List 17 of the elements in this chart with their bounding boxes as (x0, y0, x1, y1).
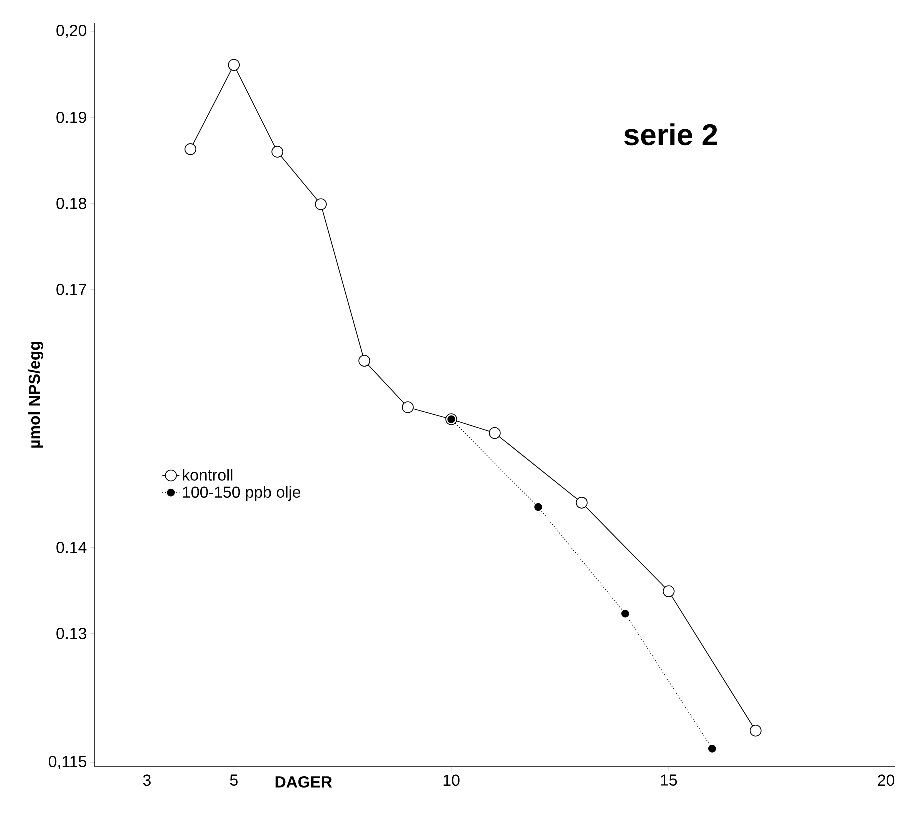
x-tick-label: 5 (230, 774, 238, 786)
y-tick-label: 0,20 (56, 24, 87, 38)
x-tick-label: 20 (878, 774, 895, 786)
y-axis-title: µmol NPS/egg (28, 342, 44, 448)
y-tick-label: 0,115 (48, 756, 87, 770)
x-tick-label: 10 (444, 774, 460, 786)
x-tick-label: 15 (661, 774, 678, 786)
x-tick-label: 3 (143, 774, 151, 786)
y-tick-label: 0.19 (56, 112, 86, 124)
legend-label: 100-150 ppb olje (183, 486, 301, 502)
legend-label: kontroll (183, 469, 233, 481)
x-axis-title: DAGER (276, 776, 332, 788)
y-tick-label: 0.18 (56, 198, 87, 210)
y-tick-label: 0.17 (56, 284, 86, 296)
y-tick-label: 0.13 (56, 628, 86, 640)
y-tick-label: 0.14 (56, 542, 87, 554)
text: serie 2 (624, 124, 718, 146)
